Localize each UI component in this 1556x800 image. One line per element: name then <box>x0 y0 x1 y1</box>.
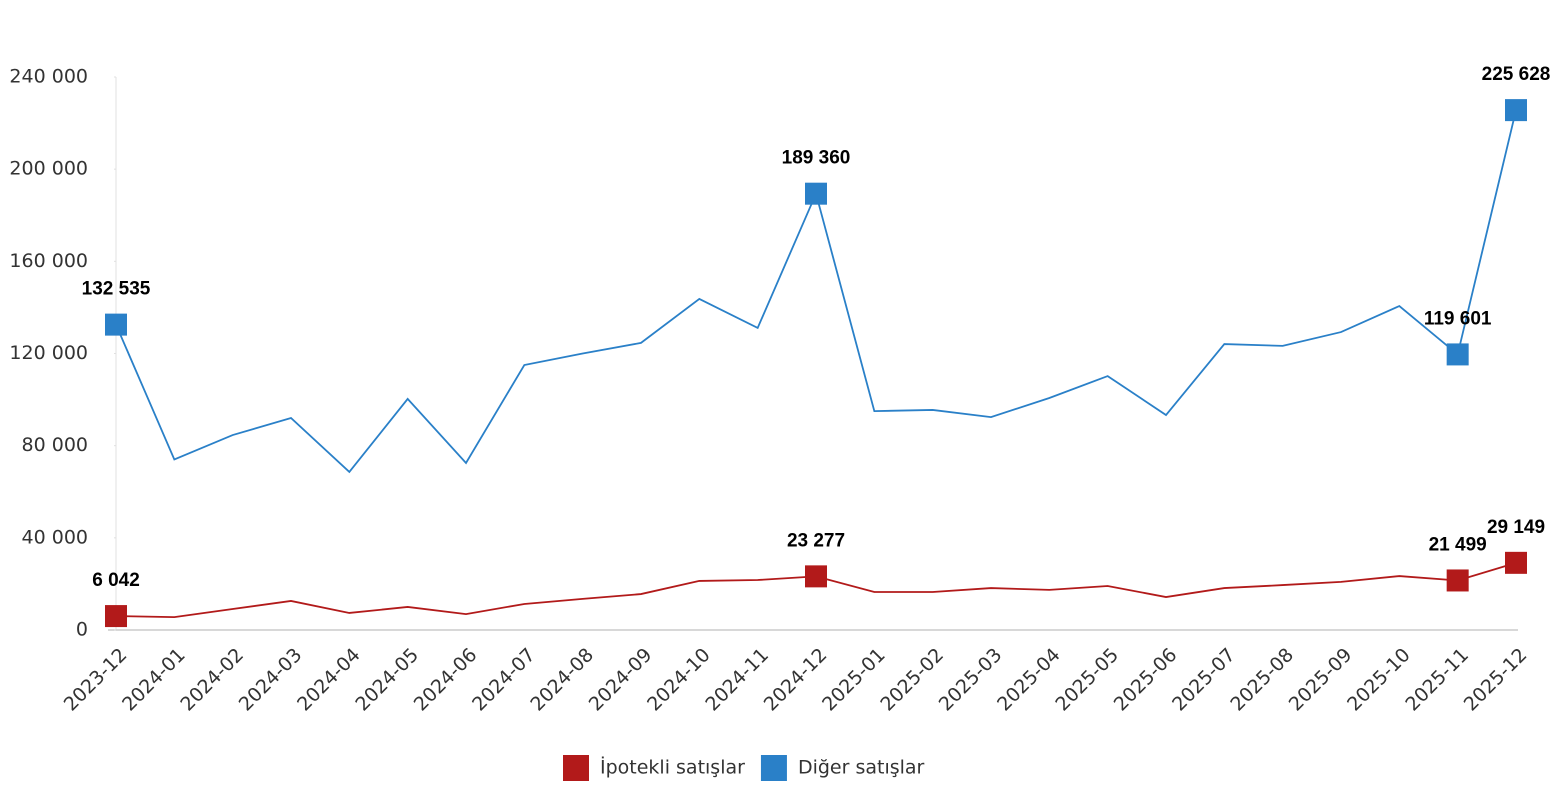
marker <box>1446 569 1469 592</box>
x-tick-label: 2025-04 <box>993 644 1065 716</box>
legend-label: İpotekli satışlar <box>600 756 745 779</box>
x-tick-label: 2024-02 <box>176 644 248 716</box>
x-tick-label: 2024-08 <box>526 644 598 716</box>
x-tick-label: 2024-09 <box>585 644 657 716</box>
value-label: 119 601 <box>1424 308 1492 329</box>
x-tick-label: 2025-03 <box>935 644 1007 716</box>
marker <box>1446 343 1469 366</box>
x-tick-label: 2024-01 <box>118 644 190 716</box>
legend-swatch <box>760 755 787 781</box>
marker <box>805 182 827 205</box>
marker <box>805 565 827 588</box>
value-label: 29 149 <box>1487 517 1545 538</box>
marker <box>105 313 127 336</box>
x-tick-label: 2024-11 <box>701 644 773 716</box>
value-label: 225 628 <box>1482 64 1551 85</box>
marker <box>105 605 127 628</box>
value-label: 6 042 <box>92 570 140 591</box>
x-tick-label: 2025-05 <box>1051 644 1123 716</box>
x-tick-label: 2025-08 <box>1226 644 1298 716</box>
x-tick-label: 2024-07 <box>468 644 540 716</box>
x-tick-label: 2024-04 <box>293 644 365 716</box>
x-tick-label: 2025-06 <box>1110 644 1182 716</box>
x-tick-label: 2025-12 <box>1460 644 1532 716</box>
y-tick-label: 240 000 <box>9 66 88 88</box>
value-label: 189 360 <box>782 148 851 169</box>
value-label: 23 277 <box>787 530 845 551</box>
y-tick-label: 120 000 <box>9 342 88 364</box>
x-tick-label: 2024-12 <box>760 644 832 716</box>
x-tick-label: 2023-12 <box>60 644 132 716</box>
x-tick-label: 2024-03 <box>235 644 307 716</box>
value-label: 21 499 <box>1429 534 1487 555</box>
y-tick-label: 40 000 <box>22 526 88 548</box>
x-tick-label: 2025-07 <box>1168 644 1240 716</box>
legend-label: Diğer satışlar <box>798 757 925 779</box>
marker <box>1505 551 1527 574</box>
x-tick-label: 2025-02 <box>876 644 948 716</box>
x-tick-label: 2025-01 <box>818 644 890 716</box>
legend-swatch <box>563 755 589 781</box>
x-tick-label: 2024-05 <box>351 644 423 716</box>
y-tick-label: 200 000 <box>9 158 88 180</box>
x-tick-label: 2025-10 <box>1343 644 1415 716</box>
x-tick-label: 2025-11 <box>1401 644 1473 716</box>
x-tick-label: 2024-10 <box>643 644 715 716</box>
y-tick-label: 80 000 <box>22 434 88 456</box>
x-tick-label: 2025-09 <box>1285 644 1357 716</box>
y-tick-label: 0 <box>76 619 88 641</box>
y-tick-label: 160 000 <box>9 250 88 272</box>
value-label: 132 535 <box>82 279 151 300</box>
x-tick-label: 2024-06 <box>410 644 482 716</box>
marker <box>1505 99 1527 122</box>
